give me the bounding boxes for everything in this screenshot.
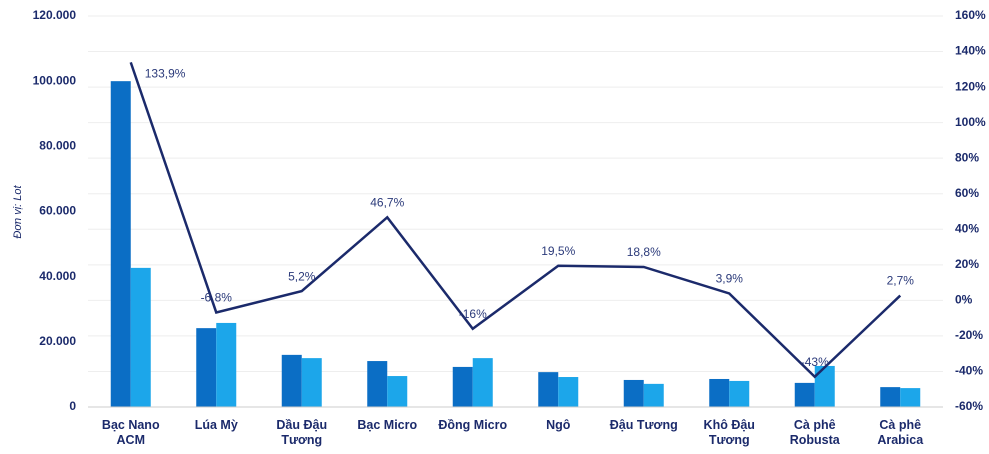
y-tick-label: 60.000 [39,204,76,218]
data-label: 133,9% [145,67,186,81]
data-label: 2,7% [887,274,915,288]
data-label: 3,9% [716,272,744,286]
y2-tick-label: 20% [955,257,979,271]
bar [538,372,558,407]
y-tick-label: 40.000 [39,269,76,283]
bar [367,361,387,407]
y2-tick-label: 160% [955,8,986,22]
y-tick-label: 20.000 [39,334,76,348]
bar [709,379,729,407]
bar [302,358,322,407]
x-tick-label: Đậu Tương [602,418,686,433]
bar [111,81,131,407]
y-axis-title: Đơn vị: Lot [12,185,24,239]
bar [795,383,815,407]
bar [196,328,216,407]
data-label: -43% [801,355,829,369]
x-tick-label: Bạc Micro [345,418,429,433]
bar [473,358,493,407]
y2-tick-label: 60% [955,186,979,200]
x-tick-label: Đồng Micro [431,418,515,433]
bar [282,355,302,407]
y2-tick-label: 80% [955,150,979,164]
bar [558,377,578,407]
bar [729,381,749,407]
y2-tick-label: 0% [955,293,973,307]
data-label: 46,7% [370,196,404,210]
x-tick-label: Ngô [516,418,600,433]
x-tick-label: Dầu Đậu Tương [260,418,344,448]
line [131,62,901,376]
y-tick-label: 80.000 [39,139,76,153]
x-tick-label: Cà phê Arabica [858,418,942,448]
x-tick-label: Lúa Mỳ [174,418,258,433]
data-label: 18,8% [627,245,661,259]
data-label: 19,5% [541,244,575,258]
x-tick-label: Khô Đậu Tương [687,418,771,448]
y-tick-label: 0 [69,399,76,413]
data-label: -16% [459,307,487,321]
y2-tick-label: -40% [955,364,983,378]
chart-container: Đơn vị: Lot -60% -40% -20% 0% 20% 40% 60% 80% 10… [0,0,989,454]
bar [644,384,664,407]
y2-tick-label: 120% [955,79,986,93]
data-label: -6,8% [201,291,233,305]
bar [880,387,900,407]
y2-tick-label: 140% [955,44,986,58]
bar [131,268,151,407]
x-tick-label: Cà phê Robusta [773,418,857,448]
data-label: 5,2% [288,269,316,283]
chart: Đơn vị: Lot -60% -40% -20% 0% 20% 40% 60% 80% 10… [0,0,989,454]
bar [624,380,644,407]
y2-tick-label: 100% [955,115,986,129]
y2-tick-label: -60% [955,399,983,413]
y2-tick-label: 40% [955,221,979,235]
bar [815,366,835,407]
bar [900,388,920,407]
y-tick-label: 120.000 [33,8,77,22]
bar [387,376,407,407]
y2-tick-label: -20% [955,328,983,342]
y-tick-label: 100.000 [33,73,77,87]
x-tick-label: Bạc Nano ACM [89,418,173,448]
bar [453,367,473,407]
bar [216,323,236,407]
